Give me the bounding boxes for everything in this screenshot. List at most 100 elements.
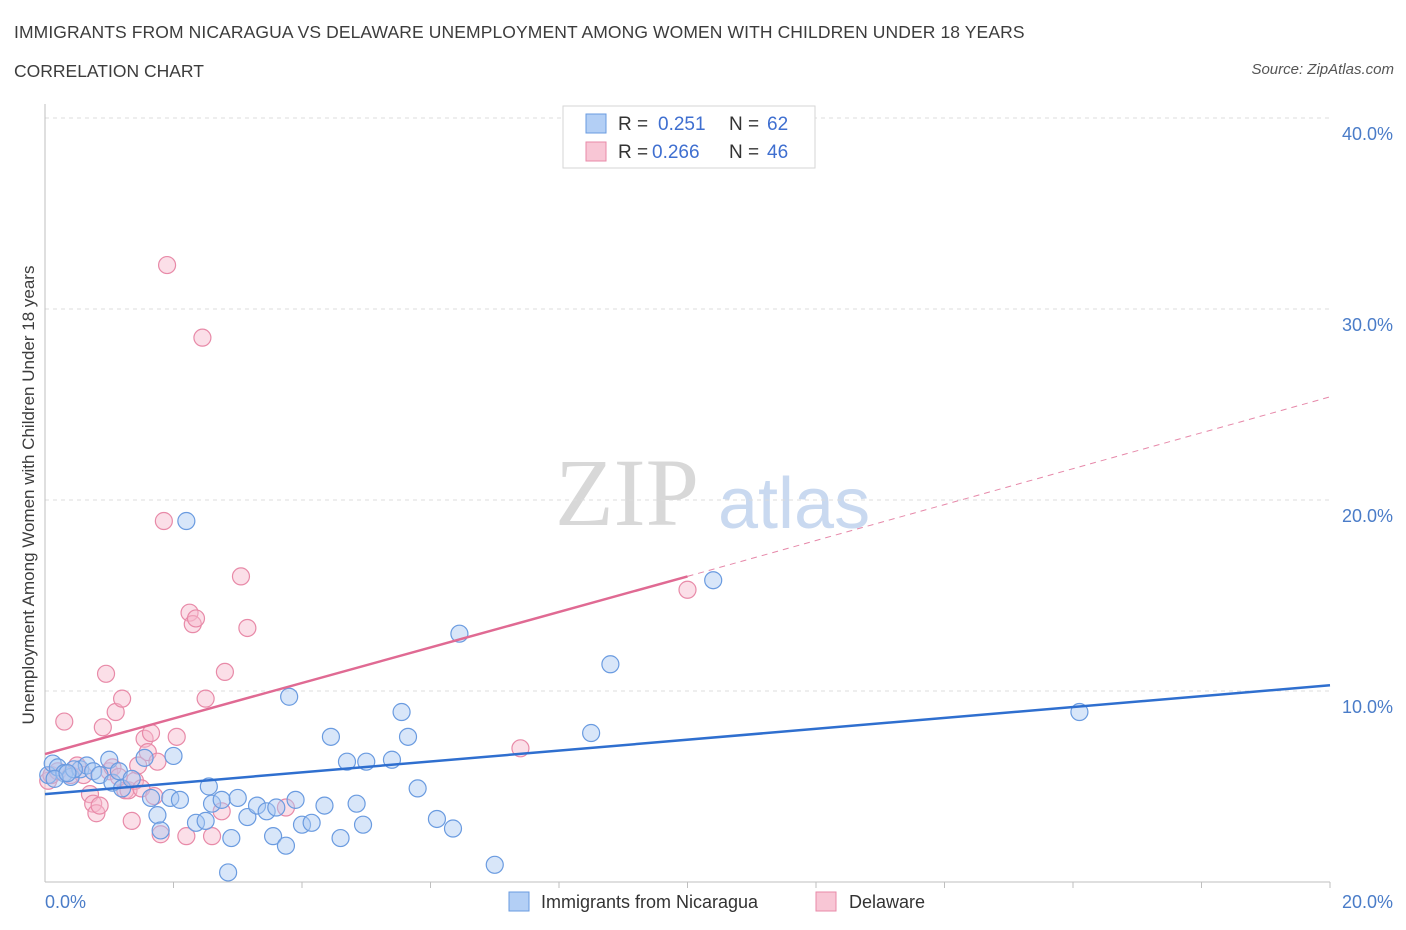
trend-lines [44, 396, 1331, 796]
watermark-zip: ZIP [555, 439, 699, 546]
series-legend: Immigrants from Nicaragua Delaware [508, 891, 925, 912]
legend-n-value-delaware: 46 [767, 142, 788, 163]
delaware-point [177, 827, 196, 846]
y-tick-labels: 10.0% 20.0% 30.0% 40.0% [1342, 124, 1393, 717]
nicaragua-point [443, 819, 463, 838]
y-tick-label: 20.0% [1342, 506, 1393, 526]
y-tick-label: 10.0% [1342, 697, 1393, 717]
delaware-point [183, 615, 202, 634]
legend-n-value-nicaragua: 62 [767, 114, 788, 135]
delaware-point [215, 662, 234, 682]
delaware-point [145, 786, 164, 806]
nicaragua-point [135, 748, 154, 767]
stats-legend: R = 0.251 N = 62 R = 0.266 N = 46 [562, 105, 816, 169]
nicaragua-point [170, 790, 190, 809]
nicaragua-point [202, 794, 222, 813]
nicaragua-point [148, 806, 167, 825]
legend-r-label-delaware: R = [618, 142, 648, 163]
delaware-point [193, 328, 212, 347]
nicaragua-point [247, 796, 267, 815]
nicaragua-point [212, 790, 231, 809]
x-tick-label: 20.0% [1342, 892, 1393, 912]
watermark-atlas: atlas [718, 464, 870, 544]
legend-n-label-delaware: N = [729, 142, 759, 163]
nicaragua-point [219, 863, 238, 882]
delaware-trend-extension [687, 396, 1331, 577]
nicaragua-point [164, 746, 183, 766]
delaware-point [122, 811, 141, 830]
axes [44, 104, 1331, 888]
nicaragua-point [302, 813, 321, 832]
nicaragua-point [582, 723, 601, 743]
legend-r-value-nicaragua: 0.251 [658, 114, 706, 135]
delaware-point [39, 771, 58, 790]
nicaragua-point [427, 809, 447, 829]
nicaragua-point [353, 815, 373, 834]
bottom-legend-swatch-delaware [815, 891, 837, 912]
legend-n-label-nicaragua: N = [729, 114, 759, 135]
delaware-point [167, 727, 186, 746]
nicaragua-point [222, 828, 241, 848]
delaware-point [55, 712, 74, 731]
nicaragua-point [601, 655, 620, 674]
chart-title: IMMIGRANTS FROM NICARAGUA VS DELAWARE UN… [14, 22, 1025, 42]
nicaragua-point [196, 811, 215, 830]
delaware-trend-line [44, 575, 688, 756]
nicaragua-point [177, 511, 196, 531]
delaware-point [202, 827, 222, 846]
bottom-legend-swatch-nicaragua [508, 891, 530, 912]
x-tick-labels: 0.0% 20.0% [45, 892, 1393, 912]
delaware-point [151, 825, 170, 844]
nicaragua-points [39, 511, 1089, 882]
nicaragua-point [276, 836, 296, 855]
nicaragua-point [151, 821, 170, 840]
nicaragua-point [122, 769, 141, 788]
y-axis-label: Unemployment Among Women with Children U… [19, 266, 38, 725]
nicaragua-point [485, 855, 504, 874]
bottom-legend-label-nicaragua: Immigrants from Nicaragua [541, 892, 759, 912]
nicaragua-point [141, 788, 161, 808]
delaware-point [154, 511, 173, 531]
delaware-point [84, 794, 103, 813]
nicaragua-point [398, 727, 418, 746]
nicaragua-point [408, 779, 427, 798]
delaware-point [112, 689, 132, 708]
nicaragua-trend-line [44, 684, 1331, 796]
bottom-legend-label-delaware: Delaware [849, 892, 925, 912]
nicaragua-point [315, 796, 334, 815]
nicaragua-point [347, 794, 366, 813]
nicaragua-point [267, 798, 286, 817]
legend-swatch-delaware [585, 141, 607, 162]
delaware-point [276, 798, 296, 817]
delaware-point [90, 796, 109, 815]
y-tick-label: 30.0% [1342, 315, 1393, 335]
delaware-point [93, 718, 112, 737]
nicaragua-point [228, 788, 247, 808]
delaware-point [96, 664, 116, 683]
delaware-point [138, 743, 157, 762]
nicaragua-point [321, 727, 341, 746]
nicaragua-point [58, 764, 77, 783]
nicaragua-point [337, 752, 357, 771]
nicaragua-point [257, 802, 276, 821]
nicaragua-point [331, 828, 350, 848]
delaware-point [186, 609, 206, 628]
nicaragua-point [263, 827, 283, 846]
delaware-point [238, 618, 257, 638]
legend-swatch-nicaragua [585, 113, 607, 134]
x-tick-label: 0.0% [45, 892, 86, 912]
y-tick-label: 40.0% [1342, 124, 1393, 144]
source-credit: Source: ZipAtlas.com [1251, 61, 1394, 78]
nicaragua-point [280, 687, 299, 706]
nicaragua-point [392, 702, 411, 722]
delaware-point [678, 580, 697, 599]
legend-r-label-nicaragua: R = [618, 114, 648, 135]
gridlines [45, 117, 1330, 692]
delaware-points [39, 255, 697, 846]
delaware-point [196, 689, 215, 708]
nicaragua-point [704, 571, 723, 590]
nicaragua-point [286, 790, 305, 809]
delaware-point [231, 567, 251, 586]
chart-subtitle: CORRELATION CHART [14, 61, 204, 81]
